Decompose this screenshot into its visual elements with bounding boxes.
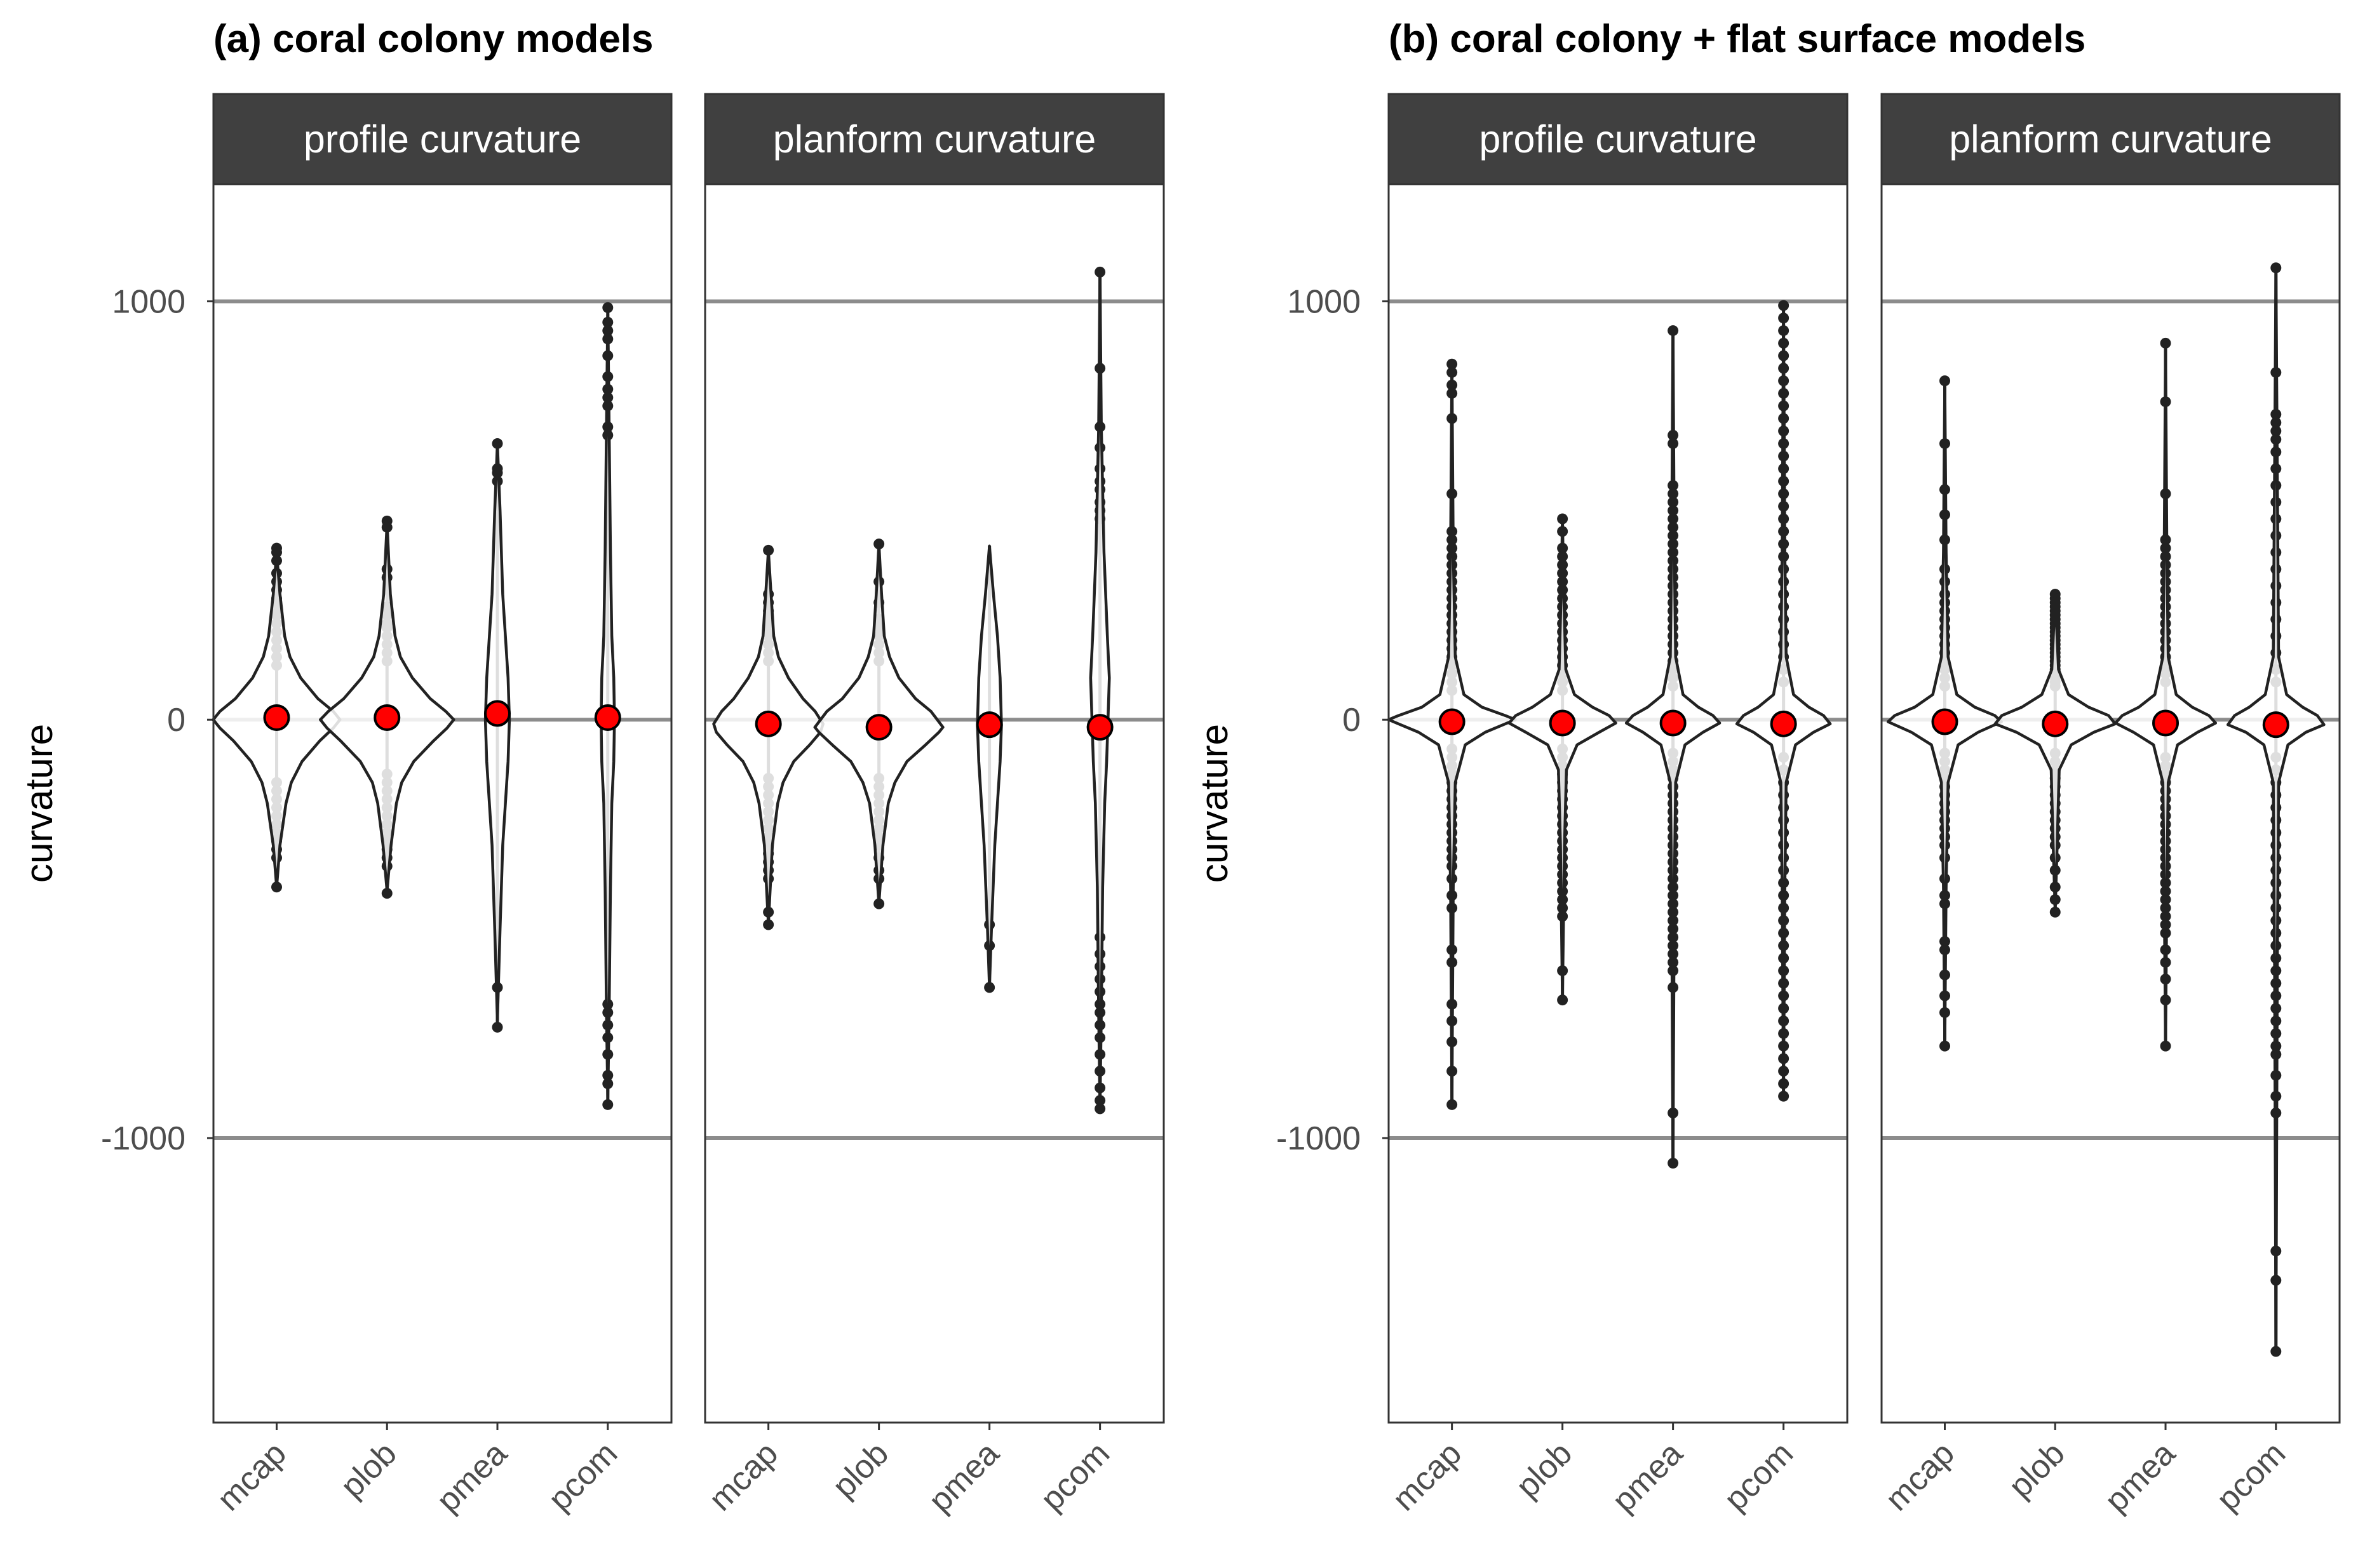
panel-background bbox=[1389, 184, 1847, 1423]
x-tick-label: pmea bbox=[1605, 1435, 1690, 1519]
x-tick-label: plob bbox=[1509, 1435, 1580, 1505]
x-tick-label: plob bbox=[334, 1435, 404, 1505]
y-tick-label: 0 bbox=[167, 702, 185, 739]
mean-point bbox=[594, 704, 621, 731]
mean-point bbox=[2262, 711, 2289, 739]
facet-panel: profile curvature mcap plob pmea pcom bbox=[210, 93, 673, 1519]
panel-background bbox=[705, 184, 1164, 1423]
mean-point bbox=[2042, 710, 2069, 737]
x-tick-label: plob bbox=[2002, 1435, 2072, 1505]
x-tick-label: pcom bbox=[1034, 1435, 1117, 1518]
outlier-point bbox=[492, 1021, 503, 1033]
panel-border bbox=[1387, 183, 1849, 1424]
violin-shape bbox=[712, 549, 825, 927]
violin-shape bbox=[2114, 342, 2218, 1048]
violin-shape bbox=[1624, 329, 1722, 1165]
mean-point bbox=[1549, 709, 1576, 737]
x-tick-label: pmea bbox=[2098, 1435, 2183, 1519]
facet-strip-label: planform curvature bbox=[773, 117, 1096, 161]
outlier-point bbox=[381, 888, 393, 899]
mean-point bbox=[374, 704, 401, 731]
mean-point bbox=[1086, 714, 1114, 741]
outlier-point bbox=[602, 1099, 614, 1110]
mean-point bbox=[1659, 709, 1687, 737]
mean-point bbox=[865, 714, 893, 741]
chart-title: (a) coral colony models bbox=[213, 17, 654, 61]
x-tick-label: pcom bbox=[1717, 1435, 1800, 1518]
panel-background bbox=[213, 184, 671, 1423]
mean-point bbox=[2152, 709, 2180, 737]
chart-title: (b) coral colony + flat surface models bbox=[1389, 17, 2085, 61]
x-tick-label: mcap bbox=[1385, 1435, 1469, 1518]
facet-strip-label: planform curvature bbox=[1949, 117, 2272, 161]
facet-strip-label: profile curvature bbox=[304, 117, 581, 161]
violin-shape bbox=[1993, 593, 2117, 914]
y-axis-title: curvature bbox=[1193, 724, 1236, 883]
panel-background bbox=[1882, 184, 2340, 1423]
mean-point bbox=[976, 711, 1003, 739]
panel-border bbox=[704, 183, 1165, 1424]
panel-border bbox=[1880, 183, 2341, 1424]
x-tick-label: pmea bbox=[922, 1435, 1006, 1519]
facet-strip bbox=[704, 93, 1165, 185]
facet-strip bbox=[1880, 93, 2341, 185]
y-tick-label: -1000 bbox=[1276, 1120, 1361, 1157]
facet-strip-label: profile curvature bbox=[1479, 117, 1756, 161]
violin-shape bbox=[600, 306, 616, 1102]
y-axis-title: curvature bbox=[18, 724, 60, 883]
violin-shape bbox=[1735, 304, 1832, 1098]
x-tick-label: mcap bbox=[702, 1435, 785, 1518]
x-tick-label: pcom bbox=[2209, 1435, 2293, 1518]
y-tick-label: 1000 bbox=[112, 283, 185, 320]
mean-point bbox=[263, 704, 290, 731]
panel-border bbox=[212, 183, 673, 1424]
y-tick-label: 0 bbox=[1342, 702, 1361, 739]
facet-strip bbox=[212, 93, 673, 185]
x-tick-label: mcap bbox=[210, 1435, 293, 1518]
y-tick-label: 1000 bbox=[1287, 283, 1361, 320]
facet-panel: profile curvature mcap plob pmea pcom bbox=[1385, 93, 1849, 1519]
violin-shape bbox=[1089, 271, 1111, 1111]
x-tick-label: plob bbox=[826, 1435, 896, 1505]
facet-strip bbox=[1387, 93, 1849, 185]
mean-point bbox=[484, 700, 511, 727]
violin-shape bbox=[976, 544, 1003, 989]
series-plob: plob bbox=[813, 539, 945, 1505]
facet-panel: planform curvature mcap plob pmea pcom bbox=[1878, 93, 2341, 1519]
y-tick-label: -1000 bbox=[101, 1120, 185, 1157]
mean-point bbox=[1438, 708, 1465, 735]
mean-point bbox=[755, 710, 782, 737]
violin-shape bbox=[483, 442, 511, 1022]
x-tick-label: pcom bbox=[541, 1435, 624, 1518]
violin-shape bbox=[2226, 266, 2326, 1353]
x-tick-label: mcap bbox=[1878, 1435, 1962, 1518]
violin-shape bbox=[1507, 517, 1617, 1002]
mean-point bbox=[1770, 710, 1797, 737]
facet-panel: planform curvature mcap plob pmea pcom bbox=[702, 93, 1165, 1519]
x-tick-label: pmea bbox=[430, 1435, 515, 1519]
mean-point bbox=[1931, 708, 1958, 735]
